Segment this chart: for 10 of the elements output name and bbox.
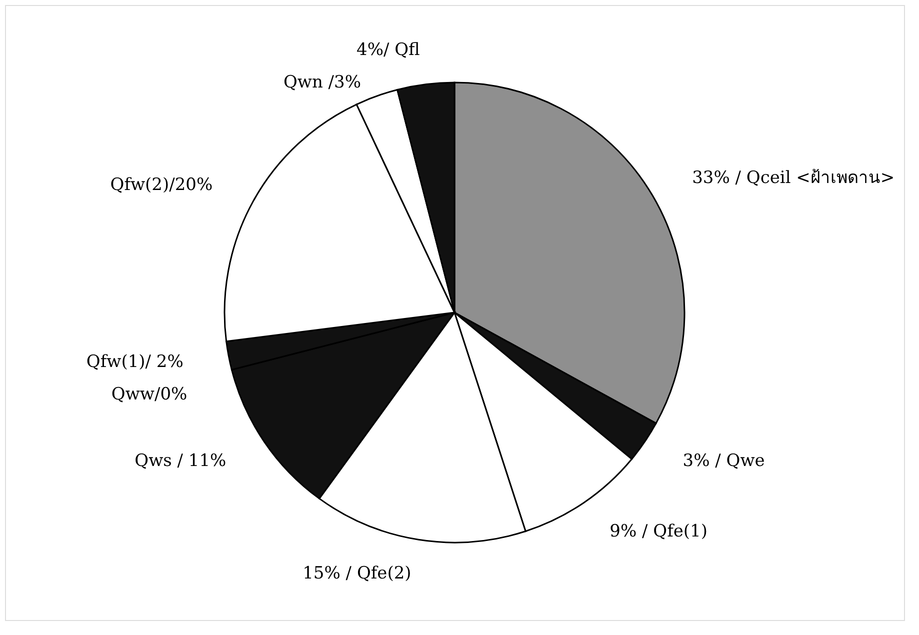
slice-label: 15% / Qfe(2) (302, 564, 412, 584)
slice-label: 9% / Qfe(1) (610, 521, 708, 542)
slice-label: 3% / Qwe (682, 451, 765, 472)
slice-label: Qfw(1)/ 2% (86, 352, 184, 372)
slice-label: Qwn /3% (283, 72, 362, 92)
category-label: Qww/0% (111, 384, 188, 404)
slice-label: Qfw(2)/20% (110, 175, 213, 196)
slice-label: 4%/ Qfl (356, 40, 420, 60)
slice-label: Qws / 11% (134, 451, 226, 472)
slice-label: 33% / Qceil <ฝ้าเพดาน> (692, 168, 895, 188)
